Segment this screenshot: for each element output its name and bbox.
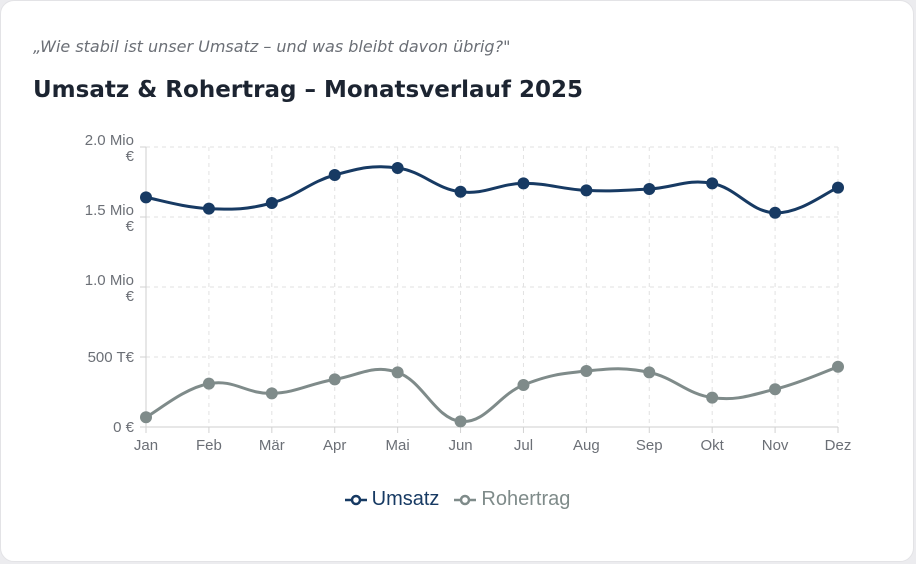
data-point-rohertrag[interactable] — [140, 411, 152, 424]
y-tick-label: 500 T€ — [88, 349, 135, 366]
data-point-rohertrag[interactable] — [643, 366, 656, 379]
data-point-rohertrag[interactable] — [517, 379, 530, 391]
data-point-umsatz[interactable] — [706, 177, 719, 190]
y-tick-label-line: € — [126, 218, 135, 235]
data-point-rohertrag[interactable] — [769, 383, 782, 396]
legend-item-umsatz[interactable]: Umsatz — [344, 488, 440, 511]
data-point-umsatz[interactable] — [580, 184, 593, 197]
data-point-umsatz[interactable] — [643, 183, 656, 195]
x-tick-label: Dez — [825, 437, 852, 454]
series-line-umsatz — [145, 165, 839, 215]
x-tick-label: Sep — [636, 437, 663, 454]
legend-line-marker-icon — [344, 494, 367, 505]
legend-label: Umsatz — [371, 488, 440, 510]
data-point-umsatz[interactable] — [454, 185, 467, 198]
data-point-rohertrag[interactable] — [454, 415, 467, 428]
data-point-rohertrag[interactable] — [832, 360, 844, 373]
y-tick-label-line: 0 € — [113, 419, 135, 436]
x-tick-label: Mär — [259, 437, 285, 454]
y-tick-label-line: € — [126, 148, 135, 165]
series-lines — [145, 165, 839, 423]
legend-item-rohertrag[interactable]: Rohertrag — [453, 488, 570, 511]
x-tick-label: Jan — [134, 437, 158, 454]
chart-title: Umsatz & Rohertrag – Monatsverlauf 2025 — [33, 77, 583, 103]
series-line-rohertrag — [145, 365, 839, 423]
data-point-umsatz[interactable] — [391, 162, 404, 174]
x-tick-label: Okt — [701, 437, 725, 454]
y-tick-label: 1.5 Mio € — [85, 202, 135, 235]
x-tick-label: Jun — [448, 437, 472, 454]
data-point-rohertrag[interactable] — [265, 387, 278, 400]
x-tick-label: Apr — [323, 437, 346, 454]
data-point-rohertrag[interactable] — [706, 391, 719, 404]
data-point-umsatz[interactable] — [202, 202, 215, 215]
legend: Umsatz Rohertrag — [0, 488, 914, 511]
x-tick-label: Jul — [514, 437, 533, 454]
y-tick-label: 1.0 Mio € — [85, 272, 135, 305]
data-point-umsatz[interactable] — [517, 177, 530, 190]
data-point-rohertrag[interactable] — [202, 377, 215, 390]
x-tick-label: Feb — [196, 437, 222, 454]
y-tick-label-line: 1.0 Mio — [85, 272, 134, 289]
x-tick-label: Nov — [762, 437, 789, 454]
data-point-umsatz[interactable] — [832, 181, 844, 194]
data-point-umsatz[interactable] — [769, 206, 782, 219]
legend-line-marker-icon — [454, 494, 477, 505]
y-tick-label-line: € — [126, 288, 135, 305]
chart-subtitle: „Wie stabil ist unser Umsatz – und was b… — [33, 37, 511, 56]
data-point-rohertrag[interactable] — [391, 366, 404, 379]
tick-labels: 0 €500 T€1.0 Mio €1.5 Mio €2.0 Mio €Jan Feb M… — [85, 132, 852, 454]
series-points — [140, 162, 844, 428]
data-point-rohertrag[interactable] — [580, 365, 593, 377]
y-tick-label: 2.0 Mio € — [85, 132, 135, 165]
y-tick-label-line: 500 T€ — [88, 349, 135, 366]
legend-label: Rohertrag — [481, 488, 571, 510]
data-point-umsatz[interactable] — [140, 191, 152, 204]
data-point-rohertrag[interactable] — [328, 373, 341, 386]
y-tick-label: 0 € — [113, 419, 135, 436]
data-point-umsatz[interactable] — [328, 169, 341, 181]
y-tick-label-line: 1.5 Mio — [85, 202, 134, 219]
x-tick-label: Mai — [386, 437, 410, 454]
data-point-umsatz[interactable] — [265, 197, 278, 209]
y-tick-label-line: 2.0 Mio — [85, 132, 134, 149]
x-tick-label: Aug — [573, 437, 600, 454]
